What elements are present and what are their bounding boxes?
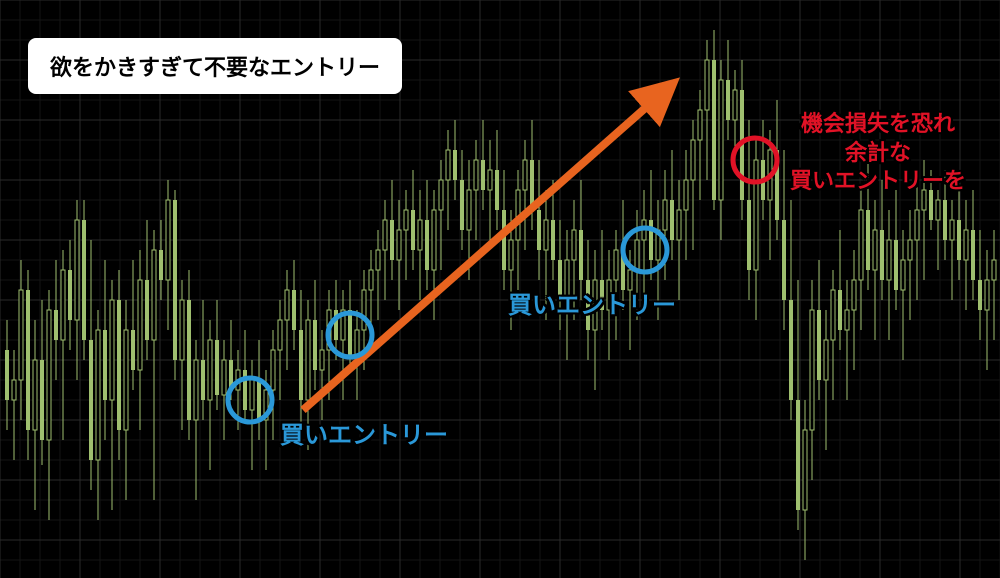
chart-title-box: 欲をかきすぎて不要なエントリー — [28, 38, 402, 94]
chart-title-text: 欲をかきすぎて不要なエントリー — [50, 55, 380, 80]
chart-container: 欲をかきすぎて不要なエントリー 買いエントリー 買いエントリー 機会損失を恐れ … — [0, 0, 1000, 578]
